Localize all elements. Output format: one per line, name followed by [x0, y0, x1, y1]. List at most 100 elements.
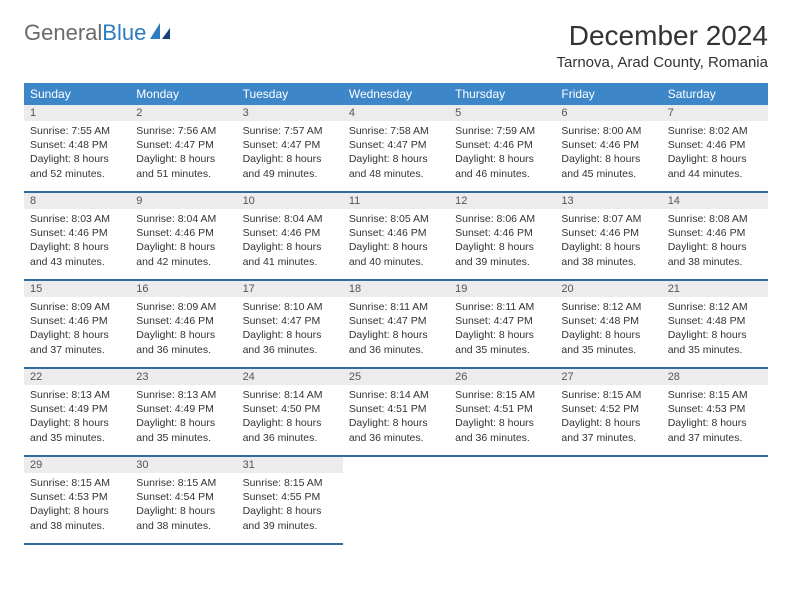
- calendar-day-cell: 25Sunrise: 8:14 AMSunset: 4:51 PMDayligh…: [343, 368, 449, 456]
- daylight-line: Daylight: 8 hours and 52 minutes.: [30, 152, 124, 180]
- sunrise-line: Sunrise: 8:04 AM: [136, 212, 230, 226]
- sunrise-line: Sunrise: 8:13 AM: [30, 388, 124, 402]
- sunrise-line: Sunrise: 8:14 AM: [349, 388, 443, 402]
- calendar-day-cell: 8Sunrise: 8:03 AMSunset: 4:46 PMDaylight…: [24, 192, 130, 280]
- day-number: 24: [237, 369, 343, 385]
- sunset-line: Sunset: 4:54 PM: [136, 490, 230, 504]
- sunrise-line: Sunrise: 8:06 AM: [455, 212, 549, 226]
- daylight-line: Daylight: 8 hours and 36 minutes.: [349, 328, 443, 356]
- sunset-line: Sunset: 4:51 PM: [455, 402, 549, 416]
- calendar-day-cell: ..: [662, 456, 768, 544]
- daylight-line: Daylight: 8 hours and 35 minutes.: [136, 416, 230, 444]
- sunrise-line: Sunrise: 8:07 AM: [561, 212, 655, 226]
- calendar-day-cell: 22Sunrise: 8:13 AMSunset: 4:49 PMDayligh…: [24, 368, 130, 456]
- day-details: Sunrise: 8:15 AMSunset: 4:51 PMDaylight:…: [449, 385, 555, 451]
- calendar-day-cell: 5Sunrise: 7:59 AMSunset: 4:46 PMDaylight…: [449, 105, 555, 192]
- day-number: 28: [662, 369, 768, 385]
- calendar-day-cell: 19Sunrise: 8:11 AMSunset: 4:47 PMDayligh…: [449, 280, 555, 368]
- day-number: 1: [24, 105, 130, 121]
- day-details: Sunrise: 7:55 AMSunset: 4:48 PMDaylight:…: [24, 121, 130, 187]
- calendar-day-cell: 1Sunrise: 7:55 AMSunset: 4:48 PMDaylight…: [24, 105, 130, 192]
- sunset-line: Sunset: 4:49 PM: [136, 402, 230, 416]
- sunset-line: Sunset: 4:53 PM: [668, 402, 762, 416]
- day-number: 31: [237, 457, 343, 473]
- day-number: 16: [130, 281, 236, 297]
- calendar-day-cell: 27Sunrise: 8:15 AMSunset: 4:52 PMDayligh…: [555, 368, 661, 456]
- weekday-header: Monday: [130, 83, 236, 105]
- day-number: 11: [343, 193, 449, 209]
- sunset-line: Sunset: 4:49 PM: [30, 402, 124, 416]
- calendar-week-row: 29Sunrise: 8:15 AMSunset: 4:53 PMDayligh…: [24, 456, 768, 544]
- day-number: 8: [24, 193, 130, 209]
- daylight-line: Daylight: 8 hours and 38 minutes.: [561, 240, 655, 268]
- day-details: Sunrise: 8:07 AMSunset: 4:46 PMDaylight:…: [555, 209, 661, 275]
- calendar-day-cell: 12Sunrise: 8:06 AMSunset: 4:46 PMDayligh…: [449, 192, 555, 280]
- sunset-line: Sunset: 4:51 PM: [349, 402, 443, 416]
- day-details: Sunrise: 8:11 AMSunset: 4:47 PMDaylight:…: [343, 297, 449, 363]
- sunrise-line: Sunrise: 7:59 AM: [455, 124, 549, 138]
- sunrise-line: Sunrise: 8:12 AM: [561, 300, 655, 314]
- day-number: 25: [343, 369, 449, 385]
- calendar-day-cell: 2Sunrise: 7:56 AMSunset: 4:47 PMDaylight…: [130, 105, 236, 192]
- brand-text-general: General: [24, 20, 102, 46]
- sunset-line: Sunset: 4:46 PM: [136, 314, 230, 328]
- day-number: 6: [555, 105, 661, 121]
- daylight-line: Daylight: 8 hours and 49 minutes.: [243, 152, 337, 180]
- calendar-day-cell: 31Sunrise: 8:15 AMSunset: 4:55 PMDayligh…: [237, 456, 343, 544]
- daylight-line: Daylight: 8 hours and 51 minutes.: [136, 152, 230, 180]
- daylight-line: Daylight: 8 hours and 37 minutes.: [561, 416, 655, 444]
- daylight-line: Daylight: 8 hours and 46 minutes.: [455, 152, 549, 180]
- daylight-line: Daylight: 8 hours and 45 minutes.: [561, 152, 655, 180]
- daylight-line: Daylight: 8 hours and 36 minutes.: [455, 416, 549, 444]
- calendar-day-cell: 20Sunrise: 8:12 AMSunset: 4:48 PMDayligh…: [555, 280, 661, 368]
- day-details: Sunrise: 8:04 AMSunset: 4:46 PMDaylight:…: [130, 209, 236, 275]
- sunset-line: Sunset: 4:50 PM: [243, 402, 337, 416]
- sunset-line: Sunset: 4:47 PM: [243, 138, 337, 152]
- daylight-line: Daylight: 8 hours and 35 minutes.: [668, 328, 762, 356]
- sunrise-line: Sunrise: 8:13 AM: [136, 388, 230, 402]
- calendar-day-cell: 23 Sunrise: 8:13 AMSunset: 4:49 PMDayligh…: [130, 368, 236, 456]
- sunrise-line: Sunrise: 8:14 AM: [243, 388, 337, 402]
- day-number: 3: [237, 105, 343, 121]
- daylight-line: Daylight: 8 hours and 36 minutes.: [136, 328, 230, 356]
- sunset-line: Sunset: 4:46 PM: [136, 226, 230, 240]
- sunset-line: Sunset: 4:47 PM: [136, 138, 230, 152]
- sunset-line: Sunset: 4:48 PM: [30, 138, 124, 152]
- day-details: Sunrise: 7:57 AMSunset: 4:47 PMDaylight:…: [237, 121, 343, 187]
- day-number: 9: [130, 193, 236, 209]
- daylight-line: Daylight: 8 hours and 35 minutes.: [561, 328, 655, 356]
- sunrise-line: Sunrise: 8:12 AM: [668, 300, 762, 314]
- calendar-day-cell: ..: [555, 456, 661, 544]
- calendar-day-cell: 29Sunrise: 8:15 AMSunset: 4:53 PMDayligh…: [24, 456, 130, 544]
- header: GeneralBlue December 2024 Tarnova, Arad …: [24, 20, 768, 77]
- day-number: 2: [130, 105, 236, 121]
- calendar-day-cell: 13Sunrise: 8:07 AMSunset: 4:46 PMDayligh…: [555, 192, 661, 280]
- day-details: Sunrise: 8:15 AMSunset: 4:53 PMDaylight:…: [662, 385, 768, 451]
- daylight-line: Daylight: 8 hours and 42 minutes.: [136, 240, 230, 268]
- day-details: Sunrise: 8:15 AMSunset: 4:55 PMDaylight:…: [237, 473, 343, 539]
- daylight-line: Daylight: 8 hours and 36 minutes.: [243, 328, 337, 356]
- daylight-line: Daylight: 8 hours and 36 minutes.: [243, 416, 337, 444]
- day-details: Sunrise: 8:02 AMSunset: 4:46 PMDaylight:…: [662, 121, 768, 187]
- calendar-day-cell: 30Sunrise: 8:15 AMSunset: 4:54 PMDayligh…: [130, 456, 236, 544]
- calendar-day-cell: ..: [449, 456, 555, 544]
- sunrise-line: Sunrise: 8:15 AM: [30, 476, 124, 490]
- daylight-line: Daylight: 8 hours and 37 minutes.: [30, 328, 124, 356]
- day-number: 21: [662, 281, 768, 297]
- daylight-line: Daylight: 8 hours and 40 minutes.: [349, 240, 443, 268]
- daylight-line: Daylight: 8 hours and 35 minutes.: [455, 328, 549, 356]
- sunrise-line: Sunrise: 8:15 AM: [243, 476, 337, 490]
- day-number: 23: [130, 369, 236, 385]
- sunrise-line: Sunrise: 8:15 AM: [136, 476, 230, 490]
- day-number: 10: [237, 193, 343, 209]
- day-details: Sunrise: 8:04 AMSunset: 4:46 PMDaylight:…: [237, 209, 343, 275]
- calendar-table: SundayMondayTuesdayWednesdayThursdayFrid…: [24, 83, 768, 545]
- calendar-day-cell: 21Sunrise: 8:12 AMSunset: 4:48 PMDayligh…: [662, 280, 768, 368]
- day-details: Sunrise: 8:03 AMSunset: 4:46 PMDaylight:…: [24, 209, 130, 275]
- sunset-line: Sunset: 4:47 PM: [455, 314, 549, 328]
- sunrise-line: Sunrise: 8:08 AM: [668, 212, 762, 226]
- day-number: 14: [662, 193, 768, 209]
- day-number: 18: [343, 281, 449, 297]
- calendar-day-cell: 11Sunrise: 8:05 AMSunset: 4:46 PMDayligh…: [343, 192, 449, 280]
- calendar-day-cell: 6Sunrise: 8:00 AMSunset: 4:46 PMDaylight…: [555, 105, 661, 192]
